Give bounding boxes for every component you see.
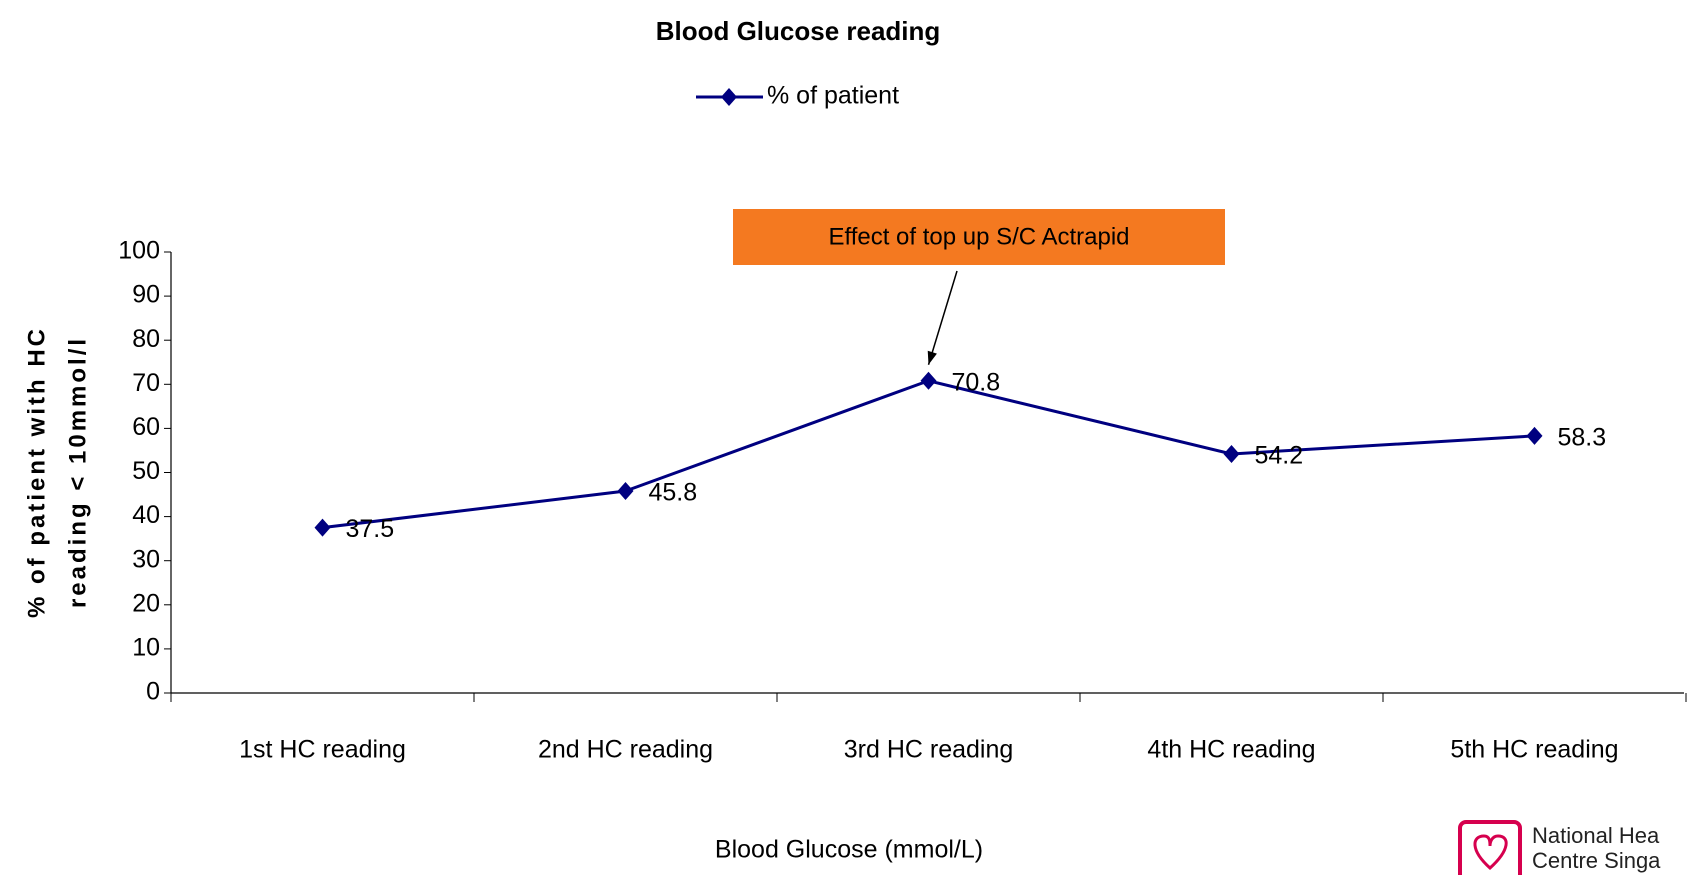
- y-tick-label: 40: [132, 501, 160, 529]
- logo-heart: [1473, 834, 1508, 871]
- legend-marker: [721, 88, 737, 106]
- logo-frame: [1458, 820, 1522, 875]
- y-tick-label: 50: [132, 457, 160, 485]
- data-point: [1223, 444, 1240, 463]
- x-tick-label: 3rd HC reading: [844, 736, 1014, 764]
- x-tick-label: 1st HC reading: [239, 736, 406, 764]
- y-tick-label: 80: [132, 325, 160, 353]
- x-tick-label: 2nd HC reading: [538, 736, 713, 764]
- annotation-arrow: [927, 270, 958, 365]
- data-point: [1526, 426, 1543, 445]
- logo: National Hea Centre Singa: [1458, 820, 1661, 875]
- annotation-box: [733, 209, 1225, 265]
- logo-text: National Hea: [1532, 823, 1660, 848]
- data-label: 45.8: [649, 479, 698, 507]
- legend-label: % of patient: [767, 82, 899, 110]
- x-tick-label: 5th HC reading: [1450, 736, 1618, 764]
- y-tick-label: 30: [132, 545, 160, 573]
- data-label: 70.8: [952, 368, 1001, 396]
- data-label: 37.5: [346, 515, 395, 543]
- annotation-text: Effect of top up S/C Actrapid: [828, 223, 1129, 250]
- data-point: [314, 518, 331, 537]
- chart-title: Blood Glucose reading: [656, 16, 941, 46]
- data-point: [617, 482, 634, 501]
- data-point: [920, 371, 937, 390]
- data-label: 58.3: [1558, 424, 1607, 452]
- arrow-head: [927, 350, 937, 365]
- y-axis-label: reading < 10mmol/l: [64, 336, 91, 608]
- y-tick-label: 100: [118, 237, 160, 265]
- y-tick-label: 70: [132, 369, 160, 397]
- y-tick-label: 60: [132, 413, 160, 441]
- line-series: [322, 379, 1535, 530]
- logo-text: Centre Singa: [1532, 848, 1661, 873]
- x-axis-label: Blood Glucose (mmol/L): [715, 836, 983, 864]
- y-tick-label: 10: [132, 634, 160, 662]
- y-tick-label: 20: [132, 589, 160, 617]
- y-tick-label: 0: [146, 678, 160, 706]
- y-tick-label: 90: [132, 281, 160, 309]
- x-tick-label: 4th HC reading: [1147, 736, 1315, 764]
- y-axis-label: % of patient with HC: [23, 326, 50, 618]
- data-label: 54.2: [1255, 442, 1304, 470]
